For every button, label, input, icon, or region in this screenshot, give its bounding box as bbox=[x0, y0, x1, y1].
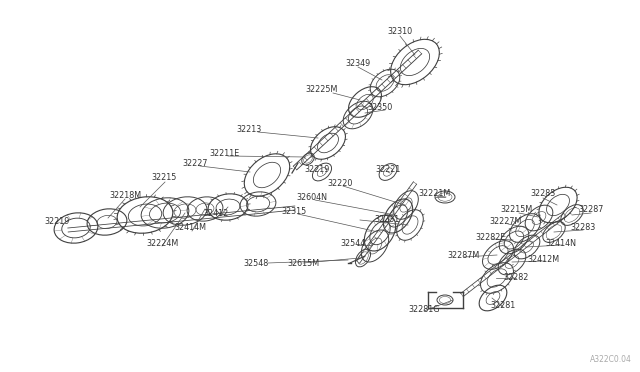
Text: 32414N: 32414N bbox=[545, 240, 577, 248]
Text: 32213: 32213 bbox=[236, 125, 262, 134]
Text: 32215: 32215 bbox=[151, 173, 177, 183]
Text: A322C0.04: A322C0.04 bbox=[590, 355, 632, 364]
Text: 32412M: 32412M bbox=[527, 256, 559, 264]
Text: 32219: 32219 bbox=[44, 218, 70, 227]
Text: 32224M: 32224M bbox=[147, 240, 179, 248]
Text: 32350: 32350 bbox=[367, 103, 392, 112]
Text: 32221: 32221 bbox=[375, 166, 401, 174]
Text: 32218M: 32218M bbox=[109, 192, 141, 201]
Text: 32287: 32287 bbox=[579, 205, 604, 215]
Text: 32231: 32231 bbox=[374, 215, 399, 224]
Text: 32281G: 32281G bbox=[408, 305, 440, 314]
Text: 32315: 32315 bbox=[282, 208, 307, 217]
Text: 32310: 32310 bbox=[387, 28, 413, 36]
Text: 32227M: 32227M bbox=[490, 218, 522, 227]
Text: 32227: 32227 bbox=[182, 158, 208, 167]
Text: 32604N: 32604N bbox=[296, 192, 328, 202]
Text: 32215M: 32215M bbox=[501, 205, 533, 215]
Text: 32281: 32281 bbox=[490, 301, 516, 310]
Text: 32548: 32548 bbox=[243, 259, 269, 267]
Text: 32349: 32349 bbox=[346, 58, 371, 67]
Text: 32412: 32412 bbox=[204, 208, 228, 218]
Text: 32221M: 32221M bbox=[419, 189, 451, 199]
Text: 32414M: 32414M bbox=[174, 224, 206, 232]
Text: 32282: 32282 bbox=[503, 273, 529, 282]
Text: 32544: 32544 bbox=[340, 238, 365, 247]
Text: 32211E: 32211E bbox=[210, 148, 240, 157]
Text: 32219: 32219 bbox=[304, 166, 330, 174]
Text: 32282E: 32282E bbox=[476, 232, 506, 241]
Text: 32283: 32283 bbox=[531, 189, 556, 199]
Text: 32615M: 32615M bbox=[287, 259, 319, 267]
Text: 32225M: 32225M bbox=[306, 86, 338, 94]
Text: 32220: 32220 bbox=[327, 179, 353, 187]
Text: 32283: 32283 bbox=[570, 224, 596, 232]
Text: 32287M: 32287M bbox=[448, 250, 480, 260]
